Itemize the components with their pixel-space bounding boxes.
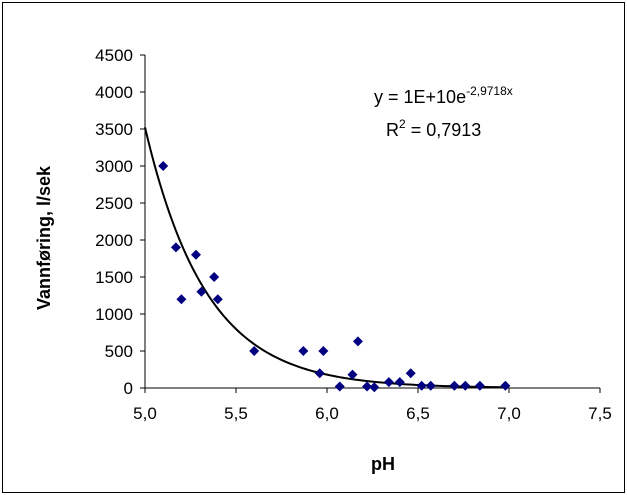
x-tick-label: 6,0: [315, 404, 339, 423]
data-point: [416, 380, 427, 391]
data-point: [176, 294, 187, 305]
data-point: [352, 336, 363, 347]
data-point: [314, 368, 325, 379]
data-point: [347, 369, 358, 380]
y-tick-label: 0: [124, 379, 133, 398]
data-point: [196, 286, 207, 297]
x-tick-label: 6,5: [406, 404, 430, 423]
y-tick-label: 1000: [95, 305, 133, 324]
data-point: [158, 161, 169, 171]
data-point: [474, 380, 485, 391]
y-tick-label: 4000: [95, 83, 133, 102]
axes: [140, 54, 601, 393]
data-point: [170, 242, 181, 253]
data-point: [190, 249, 201, 260]
r2-exponent: 2: [399, 117, 406, 131]
data-point: [249, 346, 260, 356]
y-tick-label: 3500: [95, 120, 133, 139]
x-tick-label: 5,5: [224, 404, 248, 423]
data-point: [212, 294, 223, 305]
y-tick-label: 2500: [95, 194, 133, 213]
data-point: [405, 368, 416, 379]
data-point: [334, 381, 345, 392]
data-point: [209, 272, 220, 282]
y-tick-labels: 0 500 1000 1500 2000 2500 3000 3500 4000 4500: [95, 46, 133, 398]
data-point: [460, 380, 471, 391]
data-point: [298, 346, 309, 356]
y-tick-label: 2000: [95, 231, 133, 250]
equation-base: y = 1E+10e: [374, 87, 466, 107]
r2-letter: R: [386, 120, 399, 140]
y-tick-label: 3000: [95, 157, 133, 176]
x-tick-label: 5,0: [133, 404, 157, 423]
data-point: [383, 377, 394, 388]
y-tick-label: 500: [105, 342, 133, 361]
r-squared-label: R2 = 0,7913: [386, 117, 481, 140]
equation-exponent: -2,9718x: [466, 84, 513, 98]
r2-value: = 0,7913: [406, 120, 482, 140]
data-point: [394, 377, 405, 388]
x-tick-label: 7,0: [497, 404, 521, 423]
y-tick-label: 1500: [95, 268, 133, 287]
x-tick-label: 7,5: [588, 404, 612, 423]
data-point: [425, 380, 436, 391]
x-axis-title: pH: [371, 454, 395, 474]
trendline: [144, 127, 510, 389]
data-point: [369, 382, 380, 393]
data-points: [158, 161, 511, 393]
data-point: [500, 380, 511, 391]
data-point: [449, 380, 460, 391]
data-point: [318, 346, 329, 356]
trendline-equation: y = 1E+10e-2,9718x: [374, 84, 513, 107]
x-tick-labels: 5,0 5,5 6,0 6,5 7,0 7,5: [133, 404, 612, 423]
y-axis-title: Vannføring, l/sek: [34, 165, 54, 310]
data-point: [362, 381, 373, 392]
y-tick-label: 4500: [95, 46, 133, 65]
